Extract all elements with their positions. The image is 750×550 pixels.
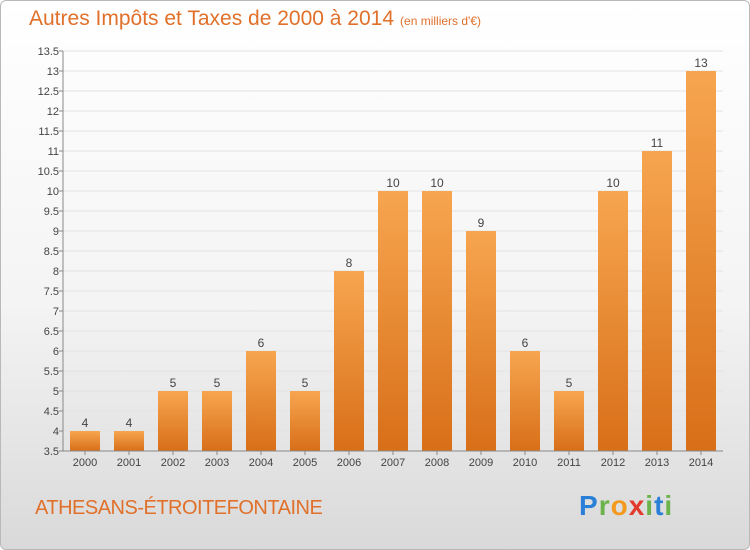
data-label: 5 bbox=[566, 376, 573, 390]
x-tick-label: 2006 bbox=[337, 457, 361, 469]
y-tick-label: 6.5 bbox=[44, 326, 59, 338]
y-tick-label: 13 bbox=[47, 66, 59, 78]
data-label: 4 bbox=[126, 416, 133, 430]
y-tick-label: 11.5 bbox=[38, 126, 59, 138]
bar bbox=[70, 431, 100, 451]
x-tick-label: 2011 bbox=[557, 457, 581, 469]
labels: 3.5 4 4.5 5 5.5 6 6.5 7 7.5 8 8.5 9 9.5 10 10.5 11 11.5 1… bbox=[38, 46, 714, 469]
y-tick-label: 4.5 bbox=[44, 406, 59, 418]
bar bbox=[202, 391, 232, 451]
data-label: 5 bbox=[302, 376, 309, 390]
bar bbox=[642, 151, 672, 451]
y-tick-label: 9.5 bbox=[44, 206, 59, 218]
commune-name: ATHESANS-ÉTROITEFONTAINE bbox=[35, 497, 323, 519]
y-tick-label: 4 bbox=[53, 426, 59, 438]
y-tick-label: 10.5 bbox=[38, 166, 59, 178]
data-label: 10 bbox=[386, 176, 400, 190]
y-tick-label: 7 bbox=[53, 306, 59, 318]
data-label: 10 bbox=[430, 176, 444, 190]
data-label: 6 bbox=[522, 336, 529, 350]
data-label: 8 bbox=[346, 256, 353, 270]
bar bbox=[510, 351, 540, 451]
x-tick-label: 2000 bbox=[73, 457, 97, 469]
y-tick-label: 13.5 bbox=[38, 46, 59, 58]
bars bbox=[70, 71, 716, 451]
bar bbox=[290, 391, 320, 451]
y-tick-label: 8.5 bbox=[44, 246, 59, 258]
chart-title: Autres Impôts et Taxes de 2000 à 2014 (en… bbox=[29, 7, 482, 30]
y-tick-label: 7.5 bbox=[44, 286, 59, 298]
data-label: 5 bbox=[214, 376, 221, 390]
axes bbox=[59, 50, 723, 455]
bar bbox=[334, 271, 364, 451]
x-tick-label: 2005 bbox=[293, 457, 317, 469]
x-tick-label: 2010 bbox=[513, 457, 537, 469]
x-tick-label: 2014 bbox=[689, 457, 713, 469]
data-label: 11 bbox=[651, 136, 664, 150]
bar bbox=[158, 391, 188, 451]
y-tick-label: 12.5 bbox=[38, 86, 59, 98]
y-tick-label: 10 bbox=[47, 186, 59, 198]
x-tick-label: 2003 bbox=[205, 457, 229, 469]
proxiti-logo[interactable]: Proxiti bbox=[579, 490, 674, 521]
x-tick-label: 2009 bbox=[469, 457, 493, 469]
bar bbox=[598, 191, 628, 451]
bar bbox=[554, 391, 584, 451]
bar bbox=[466, 231, 496, 451]
y-tick-label: 5 bbox=[53, 386, 59, 398]
y-tick-label: 12 bbox=[47, 106, 59, 118]
bar bbox=[114, 431, 144, 451]
x-tick-label: 2013 bbox=[645, 457, 669, 469]
bar bbox=[378, 191, 408, 451]
bar bbox=[686, 71, 716, 451]
y-tick-label: 5.5 bbox=[44, 366, 59, 378]
data-label: 13 bbox=[694, 56, 708, 70]
x-tick-label: 2012 bbox=[601, 457, 625, 469]
data-label: 10 bbox=[606, 176, 620, 190]
x-tick-label: 2007 bbox=[381, 457, 405, 469]
x-tick-label: 2002 bbox=[161, 457, 185, 469]
data-label: 4 bbox=[82, 416, 89, 430]
data-label: 6 bbox=[258, 336, 265, 350]
data-label: 9 bbox=[478, 216, 485, 230]
data-label: 5 bbox=[170, 376, 177, 390]
y-tick-label: 9 bbox=[53, 226, 59, 238]
y-tick-label: 6 bbox=[53, 346, 59, 358]
y-tick-label: 8 bbox=[53, 266, 59, 278]
x-tick-label: 2008 bbox=[425, 457, 449, 469]
x-tick-label: 2004 bbox=[249, 457, 273, 469]
y-tick-label: 3.5 bbox=[44, 446, 59, 458]
chart-subtitle: (en milliers d'€) bbox=[400, 14, 482, 28]
y-tick-label: 11 bbox=[48, 146, 59, 158]
bar bbox=[422, 191, 452, 451]
x-tick-label: 2001 bbox=[117, 457, 141, 469]
bar bbox=[246, 351, 276, 451]
